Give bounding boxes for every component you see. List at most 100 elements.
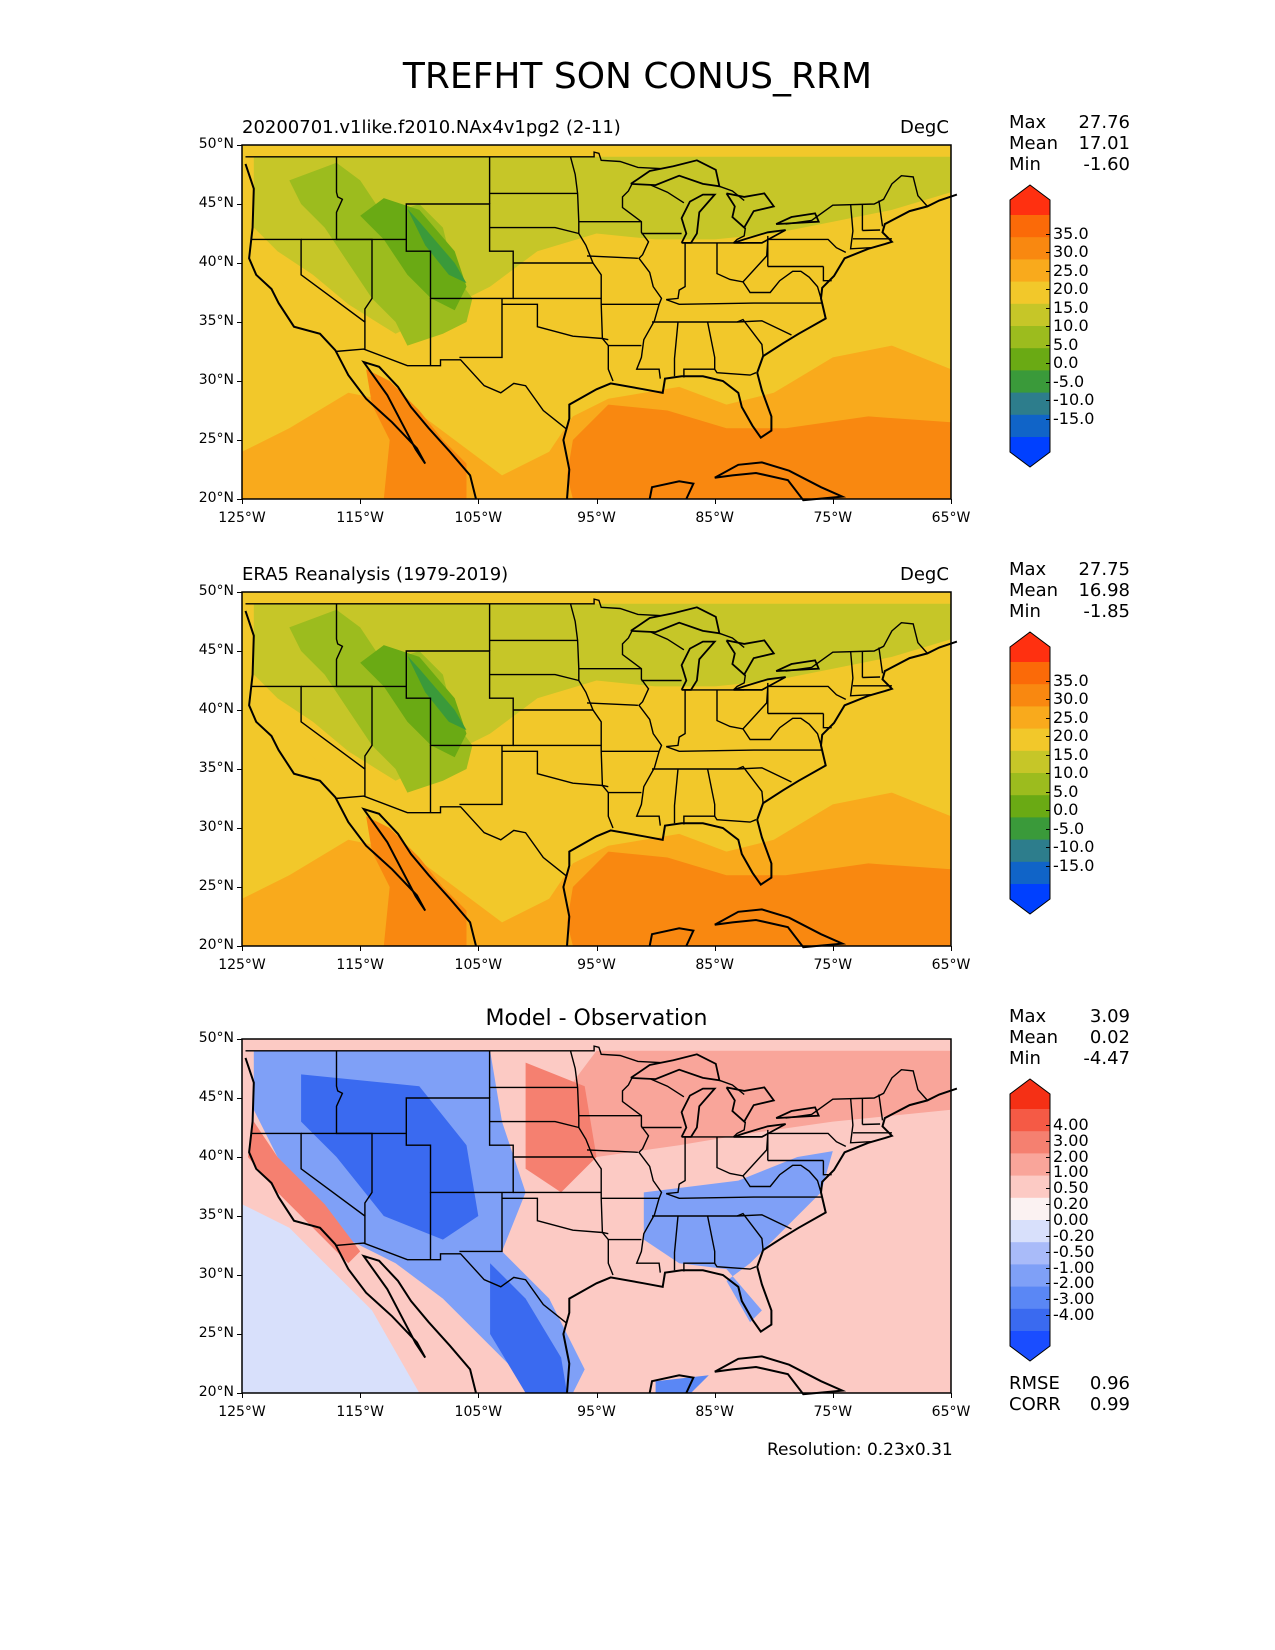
- cb1-bottom-arrow: [1010, 884, 1050, 914]
- cb1-band: [1010, 795, 1050, 818]
- lat-tick-label: 25°N: [198, 431, 234, 447]
- lat-tick-mark: [237, 440, 242, 441]
- colorbar-tick: [1046, 381, 1050, 383]
- lon-tick-label: 115°W: [336, 510, 384, 526]
- panel2-left-title: ERA5 Reanalysis (1979-2019): [242, 564, 509, 585]
- state-border-24: [666, 1136, 686, 1195]
- lat-tick-label: 20°N: [198, 490, 234, 506]
- state-border-2: [733, 674, 747, 691]
- state-border-32: [736, 318, 764, 357]
- coastline-yucatan: [648, 1374, 695, 1394]
- great-lake-2: [725, 1086, 776, 1124]
- coastline-yucatan: [648, 480, 695, 500]
- panel1-units: DegC: [900, 117, 949, 138]
- state-border-31: [714, 815, 757, 823]
- state-border-29: [673, 768, 679, 824]
- state-border-2: [733, 1121, 747, 1138]
- cb0-band: [1010, 259, 1050, 283]
- state-border-7: [301, 238, 373, 322]
- panel2-stat-max: Max 27.75: [1009, 559, 1130, 580]
- colorbar-label: 1.00: [1053, 1162, 1089, 1182]
- colorbar-tick: [1046, 773, 1050, 774]
- field-hot-gulf: [567, 404, 951, 499]
- diff-mexico-cold: [490, 1263, 567, 1393]
- colorbar-tick: [1046, 326, 1050, 327]
- colorbar-label: 30.0: [1053, 242, 1089, 261]
- coastline-yucatan: [648, 927, 695, 947]
- state-border-27: [665, 298, 823, 306]
- panel2-units: DegC: [900, 564, 949, 585]
- state-border-37: [822, 713, 832, 729]
- lon-tick-mark: [360, 499, 362, 504]
- state-border-6: [251, 238, 366, 350]
- lon-tick-mark: [478, 499, 480, 504]
- cb1-band: [1010, 817, 1050, 841]
- lon-tick-label: 75°W: [813, 957, 853, 973]
- state-border-33: [742, 717, 822, 746]
- colorbar-tick: [1046, 1267, 1050, 1269]
- lon-tick-label: 85°W: [695, 510, 734, 526]
- cb1-band: [1010, 728, 1050, 752]
- cb0-bottom-arrow: [1010, 437, 1050, 467]
- lat-tick-mark: [237, 1039, 242, 1040]
- lon-tick-label: 115°W: [336, 957, 384, 973]
- panel3-stat-mean: Mean 0.02: [1009, 1027, 1130, 1048]
- cb0-outline: [1009, 184, 1051, 468]
- colorbar-tick: [1046, 865, 1050, 867]
- colorbar-label: 20.0: [1053, 279, 1089, 298]
- lat-tick-mark: [237, 1275, 242, 1276]
- state-border-23: [650, 631, 685, 651]
- cb2-bottom-arrow: [1010, 1331, 1050, 1361]
- state-border-0: [245, 598, 661, 617]
- state-border-35: [767, 685, 847, 701]
- state-border-5: [335, 603, 514, 747]
- field-core: [360, 198, 467, 311]
- coastline-cuba: [714, 1355, 847, 1396]
- state-border-7: [301, 685, 373, 769]
- cb2-top-arrow: [1010, 1079, 1050, 1109]
- cb0-band: [1010, 414, 1050, 438]
- colorbar-tick: [1046, 400, 1050, 401]
- state-border-42: [878, 200, 884, 227]
- colorbar-tick: [1046, 754, 1050, 756]
- lon-tick-mark: [360, 946, 362, 951]
- state-border-18: [586, 1149, 638, 1153]
- state-border-29: [673, 1215, 679, 1271]
- great-lake-2: [725, 192, 776, 230]
- state-border-29: [673, 321, 679, 377]
- colorbar-label: 20.0: [1053, 726, 1089, 745]
- lon-tick-mark: [242, 1393, 243, 1398]
- lon-tick-mark: [951, 946, 952, 951]
- colorbar-label: -5.0: [1053, 818, 1085, 838]
- lon-tick-mark: [714, 1393, 716, 1398]
- colorbar-label: -1.00: [1053, 1257, 1095, 1277]
- colorbar-tick: [1046, 363, 1050, 364]
- lon-tick-label: 65°W: [931, 1404, 971, 1420]
- lat-tick-mark: [237, 1334, 242, 1335]
- state-border-32: [736, 1212, 764, 1251]
- colorbar-tick: [1046, 1299, 1050, 1301]
- lon-tick-mark: [478, 946, 480, 951]
- lon-tick-mark: [360, 1393, 362, 1398]
- panel1-stat-mean: Mean 17.01: [1009, 133, 1130, 154]
- lat-tick-label: 50°N: [198, 1030, 234, 1046]
- lat-tick-mark: [237, 946, 242, 947]
- colorbar-tick: [1046, 1188, 1050, 1190]
- field-core: [360, 645, 467, 758]
- state-border-35: [767, 238, 847, 254]
- field-coldest: [407, 208, 467, 284]
- diff-ca-coast: [247, 1121, 361, 1264]
- colorbar-label: 15.0: [1053, 297, 1089, 317]
- panel3-stat-corr: CORR 0.99: [1009, 1394, 1130, 1415]
- cb0-band: [1010, 370, 1050, 394]
- panel2-stat-min: Min -1.85: [1009, 601, 1130, 622]
- diff-yucatan: [655, 1375, 709, 1393]
- lon-tick-mark: [951, 1393, 952, 1398]
- cb1-top-arrow: [1010, 632, 1050, 662]
- panel2-map: [241, 591, 958, 949]
- state-border-3: [785, 174, 928, 225]
- state-border-1: [719, 632, 745, 649]
- panel3-center-title: Model - Observation: [485, 1006, 708, 1031]
- state-border-21: [621, 1077, 663, 1273]
- state-border-4: [335, 1242, 568, 1324]
